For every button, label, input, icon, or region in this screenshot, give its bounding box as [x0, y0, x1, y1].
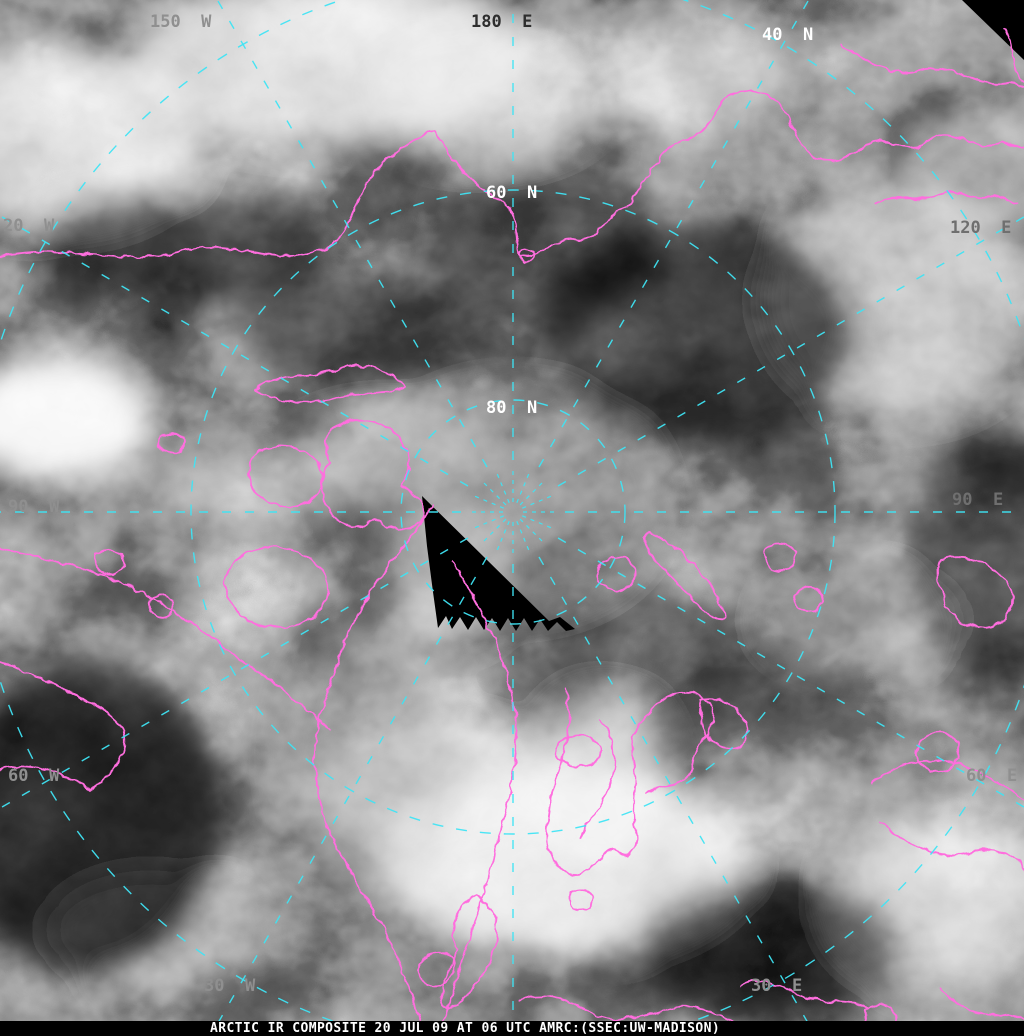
coastline-canada-mainland — [0, 548, 331, 731]
latitude-circle — [400, 399, 626, 625]
label-180e: 180 E — [471, 12, 532, 32]
meridian-line — [0, 215, 469, 487]
label-60n: 60 N — [486, 183, 537, 203]
coastline-denmark — [569, 889, 593, 912]
label-90w: 90 W — [8, 497, 60, 517]
pole-ray — [516, 469, 532, 503]
missing-data-wedge — [422, 0, 1024, 631]
coastline-caspian — [879, 821, 1024, 870]
pole-ray — [522, 493, 556, 509]
latitude-circle — [190, 189, 836, 835]
grid-labels: 150 W 180 E 40 N 60 N 80 N 20 W 90 W 60 W 30 W 12… — [3, 12, 1017, 996]
pole-ray — [470, 515, 504, 531]
coastline-svalbard — [595, 555, 636, 592]
coastline-kamchatka-edge — [1004, 27, 1024, 84]
label-40n: 40 N — [762, 25, 813, 45]
pole-ray — [494, 521, 510, 555]
pole-ray — [480, 479, 507, 506]
coastline-ellesmere-cluster — [320, 419, 425, 531]
label-60e: 60 E — [966, 766, 1017, 786]
coastline-severnaya-b — [793, 585, 824, 613]
meridian-line — [557, 216, 1024, 487]
coastline-baltic — [579, 719, 616, 839]
coastline-britain — [440, 894, 498, 1008]
coastline-islands-topright — [874, 191, 1017, 206]
missing-data-wedge-shape — [422, 496, 575, 631]
missing-data-corner — [962, 0, 1024, 60]
pole-ray — [494, 469, 510, 503]
pole-ray — [470, 493, 504, 509]
label-90e: 90 E — [952, 490, 1003, 510]
coastline-iceland — [554, 734, 602, 768]
coastline-norway — [546, 687, 715, 876]
coastline-small-island-b — [148, 595, 175, 619]
coastline-europe-west — [519, 995, 736, 1023]
pole-ray — [480, 518, 507, 545]
coastline-russia-right-lake — [937, 556, 1013, 629]
coastline-bottomright-a — [939, 989, 1024, 1020]
coastline-bering-island — [518, 248, 536, 264]
caption-text: ARCTIC IR COMPOSITE 20 JUL 09 AT 06 UTC … — [210, 1021, 721, 1036]
pole-ray — [519, 479, 546, 506]
coastline-small-island-a — [94, 548, 126, 577]
coastline-novaya-zemlya — [643, 531, 726, 620]
coastline-severnaya-a — [763, 542, 797, 572]
meridian-line — [557, 537, 1024, 808]
label-30w: 30 W — [204, 976, 256, 996]
label-120w-clipped: 20 W — [3, 216, 55, 236]
label-80n: 80 N — [486, 398, 537, 418]
pole-ray — [516, 521, 532, 555]
pole-ray — [519, 518, 546, 545]
coastline-overlay — [0, 27, 1024, 1036]
coastline-wrangel-island — [157, 432, 185, 455]
meridian-line — [216, 0, 488, 468]
coastline-black-sea — [869, 759, 1024, 802]
coastline-new-siberian-islands — [254, 364, 406, 403]
meridian-line — [0, 537, 469, 809]
coastline-greenland-west — [313, 504, 433, 1021]
coastline-greenland-east — [439, 559, 518, 1026]
coastline-hudson-bay — [0, 660, 126, 791]
meridian-line — [538, 0, 810, 468]
caption-bar: ARCTIC IR COMPOSITE 20 JUL 09 AT 06 UTC … — [0, 1021, 1024, 1036]
label-30e: 30 E — [751, 976, 802, 996]
coastline-siberia-alaska — [0, 90, 1024, 259]
coastline-europe-east — [739, 980, 871, 1009]
label-120e: 120 E — [950, 218, 1011, 238]
coastline-banks-island — [247, 445, 324, 508]
coastline-russia-topright — [839, 44, 1024, 89]
label-60w: 60 W — [8, 766, 60, 786]
coastline-island-right — [915, 731, 960, 773]
coastline-white-sea — [699, 697, 748, 750]
label-150w: 150 W — [150, 12, 212, 32]
pole-ray — [522, 515, 556, 531]
meridian-line — [538, 556, 809, 1022]
meridian-line — [217, 556, 488, 1022]
coastline-victoria-island — [224, 546, 329, 629]
coastline-ireland — [418, 951, 455, 987]
